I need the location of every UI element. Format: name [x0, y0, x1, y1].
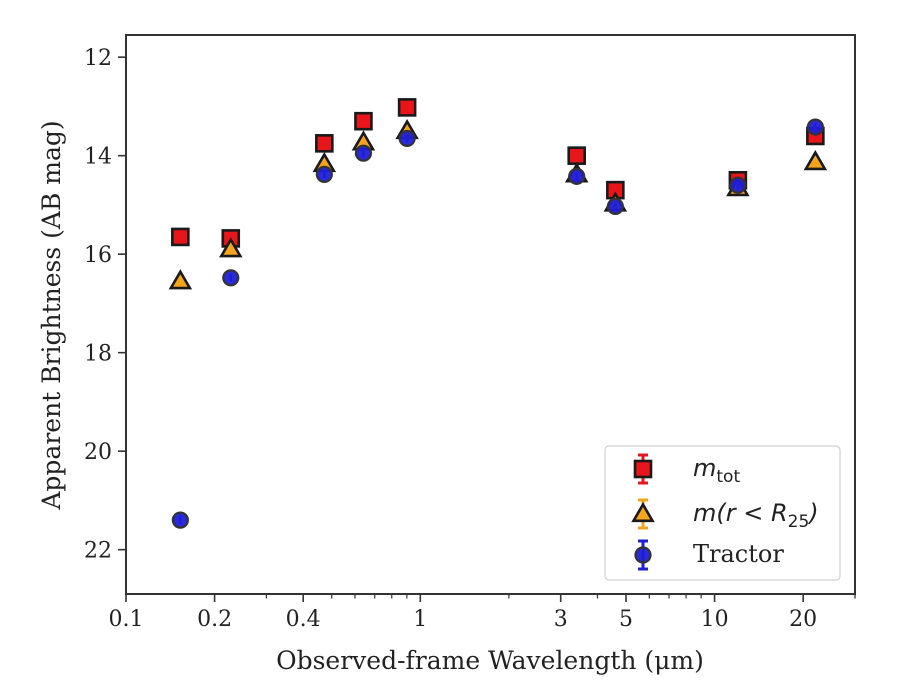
x-tick-label: 3 [554, 607, 568, 632]
data-point-circle [315, 165, 333, 183]
legend-symbol-triangle [631, 501, 655, 523]
x-tick-label: 10 [701, 607, 729, 632]
data-point-circle [222, 269, 240, 287]
x-axis: 0.1 0.2 0.4 1 3 5 10 20 [109, 594, 856, 632]
plot-frame [125, 34, 856, 595]
y-axis-title: Apparent Brightness (AB mag) [37, 120, 66, 510]
data-point-square [354, 111, 373, 131]
y-axis: 12 14 16 18 20 22 [84, 46, 126, 564]
legend: mtot m(r < R25) Tractor [604, 445, 841, 581]
data-point-square [315, 134, 334, 153]
x-tick-label: 0.2 [197, 607, 232, 632]
legend-marker-triangle-icon [631, 498, 655, 530]
data-point-triangle [168, 269, 193, 290]
y-tick-label: 16 [84, 243, 112, 268]
data-point-square [397, 98, 417, 117]
data-point-circle [729, 176, 747, 194]
y-tick-label: 14 [84, 145, 112, 170]
data-point-square [171, 227, 190, 247]
x-tick-label: 20 [789, 607, 817, 632]
legend-label-m-tot: mtot [693, 454, 740, 487]
data-point-circle [568, 167, 586, 185]
y-tick-label: 20 [84, 440, 112, 465]
x-axis-title: Observed-frame Wavelength (μm) [276, 646, 704, 675]
x-tick-label: 0.4 [286, 607, 321, 632]
data-point-circle [171, 511, 189, 529]
legend-entry-m-tot: mtot [633, 453, 740, 487]
legend-label-m-r25: m(r < R25) [693, 499, 819, 532]
data-point-square [567, 146, 587, 165]
y-tick-label: 12 [84, 46, 112, 71]
data-point-circle [806, 118, 824, 136]
data-point-triangle [219, 237, 243, 258]
data-point-circle [398, 129, 416, 148]
x-tick-label: 5 [619, 607, 633, 632]
legend-marker-circle-icon [634, 539, 652, 571]
y-tick-label: 18 [84, 342, 112, 367]
x-tick-label: 0.1 [109, 607, 144, 632]
legend-symbol-square [633, 459, 653, 479]
legend-marker-square-icon [633, 453, 653, 485]
plot-border [125, 34, 856, 595]
data-markers [168, 98, 828, 529]
legend-box [604, 445, 841, 581]
data-point-circle [354, 144, 373, 162]
legend-entry-m-r25: m(r < R25) [631, 498, 819, 532]
x-tick-label: 1 [413, 607, 427, 632]
legend-symbol-circle [634, 546, 652, 564]
legend-entry-tractor: Tractor [634, 539, 784, 571]
y-tick-label: 22 [84, 539, 112, 564]
data-point-triangle [803, 149, 828, 171]
legend-label-tractor: Tractor [693, 540, 784, 568]
data-point-circle [606, 197, 624, 215]
